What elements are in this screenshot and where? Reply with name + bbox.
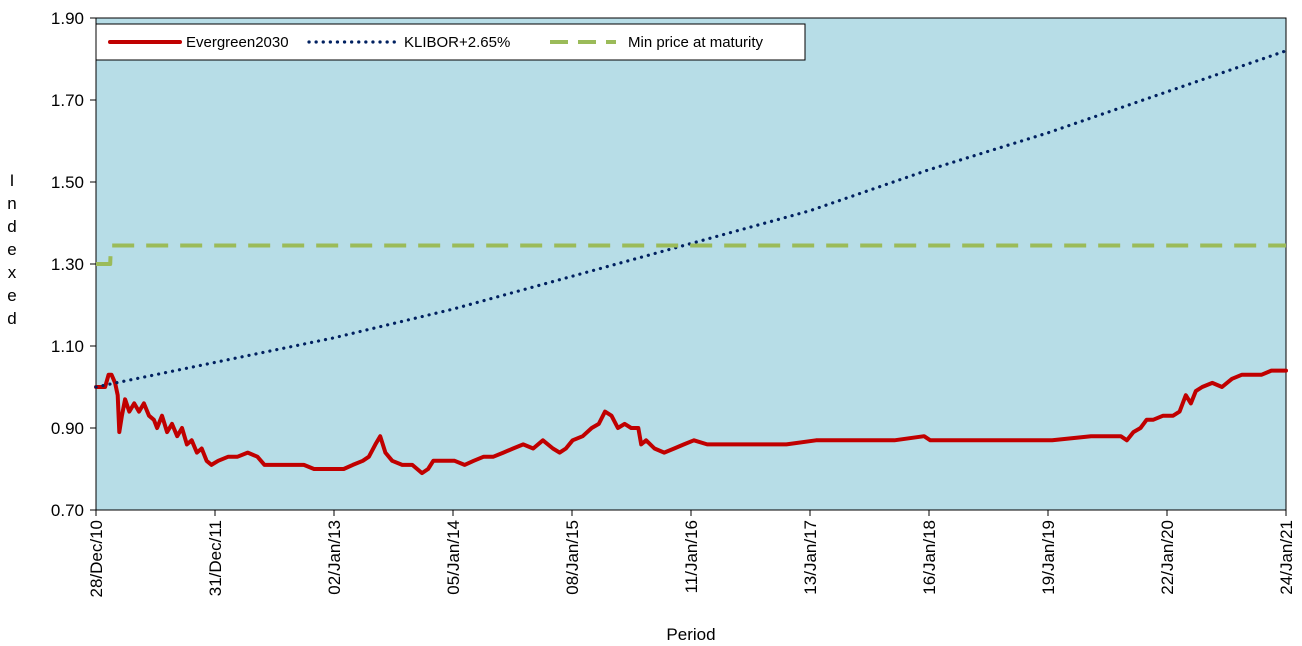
axes-layer: 0.70 0.90 1.10 1.30 1.50 1.70 1.90 28/Dec/10 31/… [51, 9, 1296, 598]
x-tick-label: 31/Dec/11 [206, 520, 225, 596]
x-tick-label: 02/Jan/13 [325, 520, 344, 595]
x-tick-label: 22/Jan/20 [1158, 520, 1177, 595]
y-tick-label: 1.50 [51, 173, 84, 192]
y-tick-label: 0.70 [51, 501, 84, 520]
legend-label-3: Min price at maturity [628, 34, 764, 51]
series-line-3 [96, 243, 1286, 266]
series-layer [94, 49, 1288, 476]
x-tick-label: 13/Jan/17 [801, 520, 820, 595]
x-axis-title: Period [666, 625, 715, 644]
legend: Evergreen2030 KLIBOR+2.65% Min price at ma… [95, 23, 806, 61]
plot-area [95, 17, 1287, 511]
x-tick-label: 08/Jan/15 [563, 520, 582, 595]
series-line-2 [94, 49, 1288, 389]
y-tick-label: 1.10 [51, 337, 84, 356]
x-tick-label: 05/Jan/14 [444, 520, 463, 595]
y-tick-label: 1.90 [51, 9, 84, 28]
x-tick-label: 24/Jan/21 [1277, 520, 1296, 595]
legend-label-2: KLIBOR+2.65% [404, 34, 510, 51]
x-tick-label: 28/Dec/10 [87, 520, 106, 598]
series-line-1 [94, 368, 1288, 476]
x-tick-label: 16/Jan/18 [920, 520, 939, 595]
x-tick-label: 11/Jan/16 [682, 520, 701, 593]
y-tick-label: 1.70 [51, 91, 84, 110]
legend-label-1: Evergreen2030 [186, 34, 289, 51]
x-tick-label: 19/Jan/19 [1039, 520, 1058, 595]
y-tick-label: 0.90 [51, 419, 84, 438]
legend-box [95, 23, 806, 61]
y-tick-label: 1.30 [51, 255, 84, 274]
